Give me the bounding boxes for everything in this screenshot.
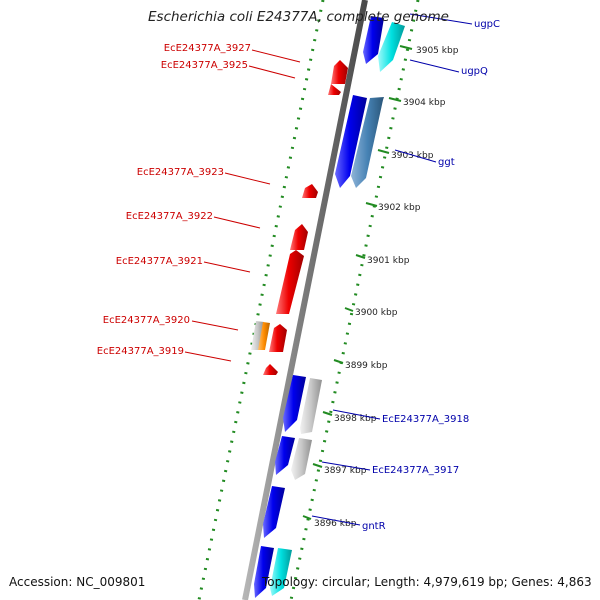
svg-text:EcE24377A_3922[interactable]: EcE24377A_3922: [126, 211, 213, 222]
tick-3899: 3899 kbp: [333, 359, 388, 371]
outer-forward-dotted-track: [289, 0, 420, 600]
svg-text:EcE24377A_3927[interactable]: EcE24377A_3927: [164, 43, 251, 54]
tick-3902: 3902 kbp: [365, 202, 421, 213]
feature-cyan-ugpC: [378, 22, 405, 72]
topology-text: Topology: circular; Length: 4,979,619 bp…: [262, 575, 592, 589]
tick-3896: 3896 kbp: [302, 515, 357, 529]
reverse-label-3922[interactable]: EcE24377A_3922: [126, 211, 261, 229]
forward-gene-gntR: [263, 486, 285, 538]
tick-label-3903: 3903 kbp: [391, 151, 434, 161]
tick-label-3904: 3904 kbp: [403, 98, 446, 108]
tick-label-3898: 3898 kbp: [334, 414, 377, 424]
reverse-gene-3922: [290, 224, 308, 250]
svg-text:ugpC[interactable]: ugpC: [474, 19, 500, 30]
reverse-label-3925[interactable]: EcE24377A_3925: [161, 60, 296, 79]
accession-text: Accession: NC_009801: [9, 575, 146, 589]
reverse-label-3923[interactable]: EcE24377A_3923: [137, 167, 271, 185]
forward-label-gntR[interactable]: gntR: [311, 515, 386, 532]
tick-label-3902: 3902 kbp: [378, 203, 421, 213]
tick-3903: 3903 kbp: [377, 149, 434, 161]
feature-grey-3918: [300, 378, 322, 434]
outer-reverse-dotted-track: [197, 0, 325, 600]
tick-3904: 3904 kbp: [388, 97, 446, 108]
reverse-gene-3919: [263, 364, 278, 375]
tick-label-3899: 3899 kbp: [345, 361, 388, 371]
reverse-gene-3925: [328, 84, 341, 95]
feature-orange-3920: [258, 322, 270, 350]
svg-text:ugpQ[interactable]: ugpQ: [461, 66, 488, 77]
reverse-gene-3927: [331, 60, 348, 84]
reverse-gene-3920: [269, 324, 287, 352]
forward-gene-bottom: [254, 546, 274, 598]
forward-gene-3918: [283, 375, 306, 432]
svg-text:EcE24377A_3918[interactable]: EcE24377A_3918: [382, 414, 469, 425]
feature-grey-3917: [291, 438, 312, 480]
forward-gene-3917: [275, 436, 295, 475]
reverse-gene-3923: [302, 184, 318, 198]
genome-backbone: [242, 0, 368, 600]
forward-label-ugpQ[interactable]: ugpQ: [409, 59, 488, 77]
tick-3905: 3905 kbp: [399, 45, 459, 56]
tick-3901: 3901 kbp: [355, 254, 410, 266]
forward-gene-ggt: [335, 95, 367, 188]
tick-label-3905: 3905 kbp: [416, 46, 459, 56]
forward-label-ggt[interactable]: ggt: [394, 149, 455, 168]
svg-text:EcE24377A_3921[interactable]: EcE24377A_3921: [116, 256, 203, 267]
tick-3898: 3898 kbp: [322, 411, 377, 424]
reverse-label-3921[interactable]: EcE24377A_3921: [116, 256, 251, 273]
svg-text:ggt[interactable]: ggt: [438, 157, 455, 168]
tick-3900: 3900 kbp: [344, 307, 398, 318]
genome-title: Escherichia coli E24377A, complete genom…: [148, 9, 449, 25]
reverse-label-3927[interactable]: EcE24377A_3927: [164, 43, 301, 63]
svg-text:EcE24377A_3923[interactable]: EcE24377A_3923: [137, 167, 224, 178]
svg-text:EcE24377A_3920[interactable]: EcE24377A_3920: [103, 315, 190, 326]
tick-3897: 3897 kbp: [312, 463, 367, 476]
tick-label-3900: 3900 kbp: [355, 308, 398, 318]
tick-label-3901: 3901 kbp: [367, 256, 410, 266]
feature-grey-3920: [251, 321, 264, 350]
tick-label-3896: 3896 kbp: [314, 519, 357, 529]
svg-text:EcE24377A_3919[interactable]: EcE24377A_3919: [97, 346, 184, 357]
svg-text:EcE24377A_3925[interactable]: EcE24377A_3925: [161, 60, 248, 71]
reverse-label-3920[interactable]: EcE24377A_3920: [103, 315, 239, 331]
forward-label-ugpC[interactable]: ugpC: [409, 13, 500, 30]
forward-label-3918[interactable]: EcE24377A_3918: [332, 409, 469, 425]
svg-text:gntR[interactable]: gntR: [362, 521, 386, 532]
tick-label-3897: 3897 kbp: [324, 466, 367, 476]
feature-cyan-bottom: [270, 548, 292, 596]
forward-label-3917[interactable]: EcE24377A_3917: [321, 461, 459, 476]
feature-steel-ggt: [351, 97, 384, 188]
svg-text:EcE24377A_3917[interactable]: EcE24377A_3917: [372, 465, 459, 476]
reverse-label-3919[interactable]: EcE24377A_3919: [97, 346, 232, 362]
forward-gene-ugpC: [363, 16, 384, 64]
reverse-gene-3921: [276, 250, 304, 314]
